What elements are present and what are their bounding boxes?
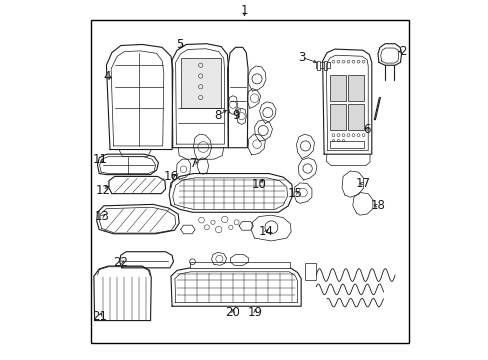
Bar bbox=[190, 262, 289, 268]
Text: 3: 3 bbox=[298, 51, 305, 64]
Text: 2: 2 bbox=[398, 45, 406, 58]
Text: 20: 20 bbox=[225, 306, 240, 319]
Text: 18: 18 bbox=[370, 199, 385, 212]
Text: 10: 10 bbox=[251, 178, 266, 191]
Text: 13: 13 bbox=[95, 210, 109, 223]
FancyBboxPatch shape bbox=[91, 21, 408, 343]
Text: 9: 9 bbox=[232, 109, 239, 122]
Bar bbox=[347, 75, 363, 101]
Text: 6: 6 bbox=[362, 123, 369, 136]
Bar bbox=[304, 263, 315, 280]
Bar bbox=[324, 60, 326, 69]
Text: 17: 17 bbox=[355, 177, 370, 190]
Text: 19: 19 bbox=[247, 306, 262, 319]
Text: 7: 7 bbox=[189, 157, 197, 170]
Text: 15: 15 bbox=[286, 187, 302, 200]
Bar bbox=[329, 140, 363, 148]
Text: 14: 14 bbox=[258, 225, 273, 238]
Bar bbox=[317, 60, 320, 69]
Bar bbox=[329, 75, 345, 101]
Text: 1: 1 bbox=[240, 4, 248, 17]
Bar bbox=[180, 58, 221, 108]
Text: 22: 22 bbox=[113, 256, 128, 269]
Text: 12: 12 bbox=[95, 184, 110, 197]
Text: 5: 5 bbox=[176, 38, 183, 51]
Text: 21: 21 bbox=[92, 310, 107, 324]
Text: 16: 16 bbox=[163, 170, 179, 183]
Bar bbox=[329, 104, 345, 130]
Text: 8: 8 bbox=[214, 109, 221, 122]
Text: 11: 11 bbox=[93, 153, 108, 166]
Text: 4: 4 bbox=[103, 69, 111, 82]
Bar bbox=[316, 62, 329, 68]
Bar bbox=[347, 104, 363, 130]
